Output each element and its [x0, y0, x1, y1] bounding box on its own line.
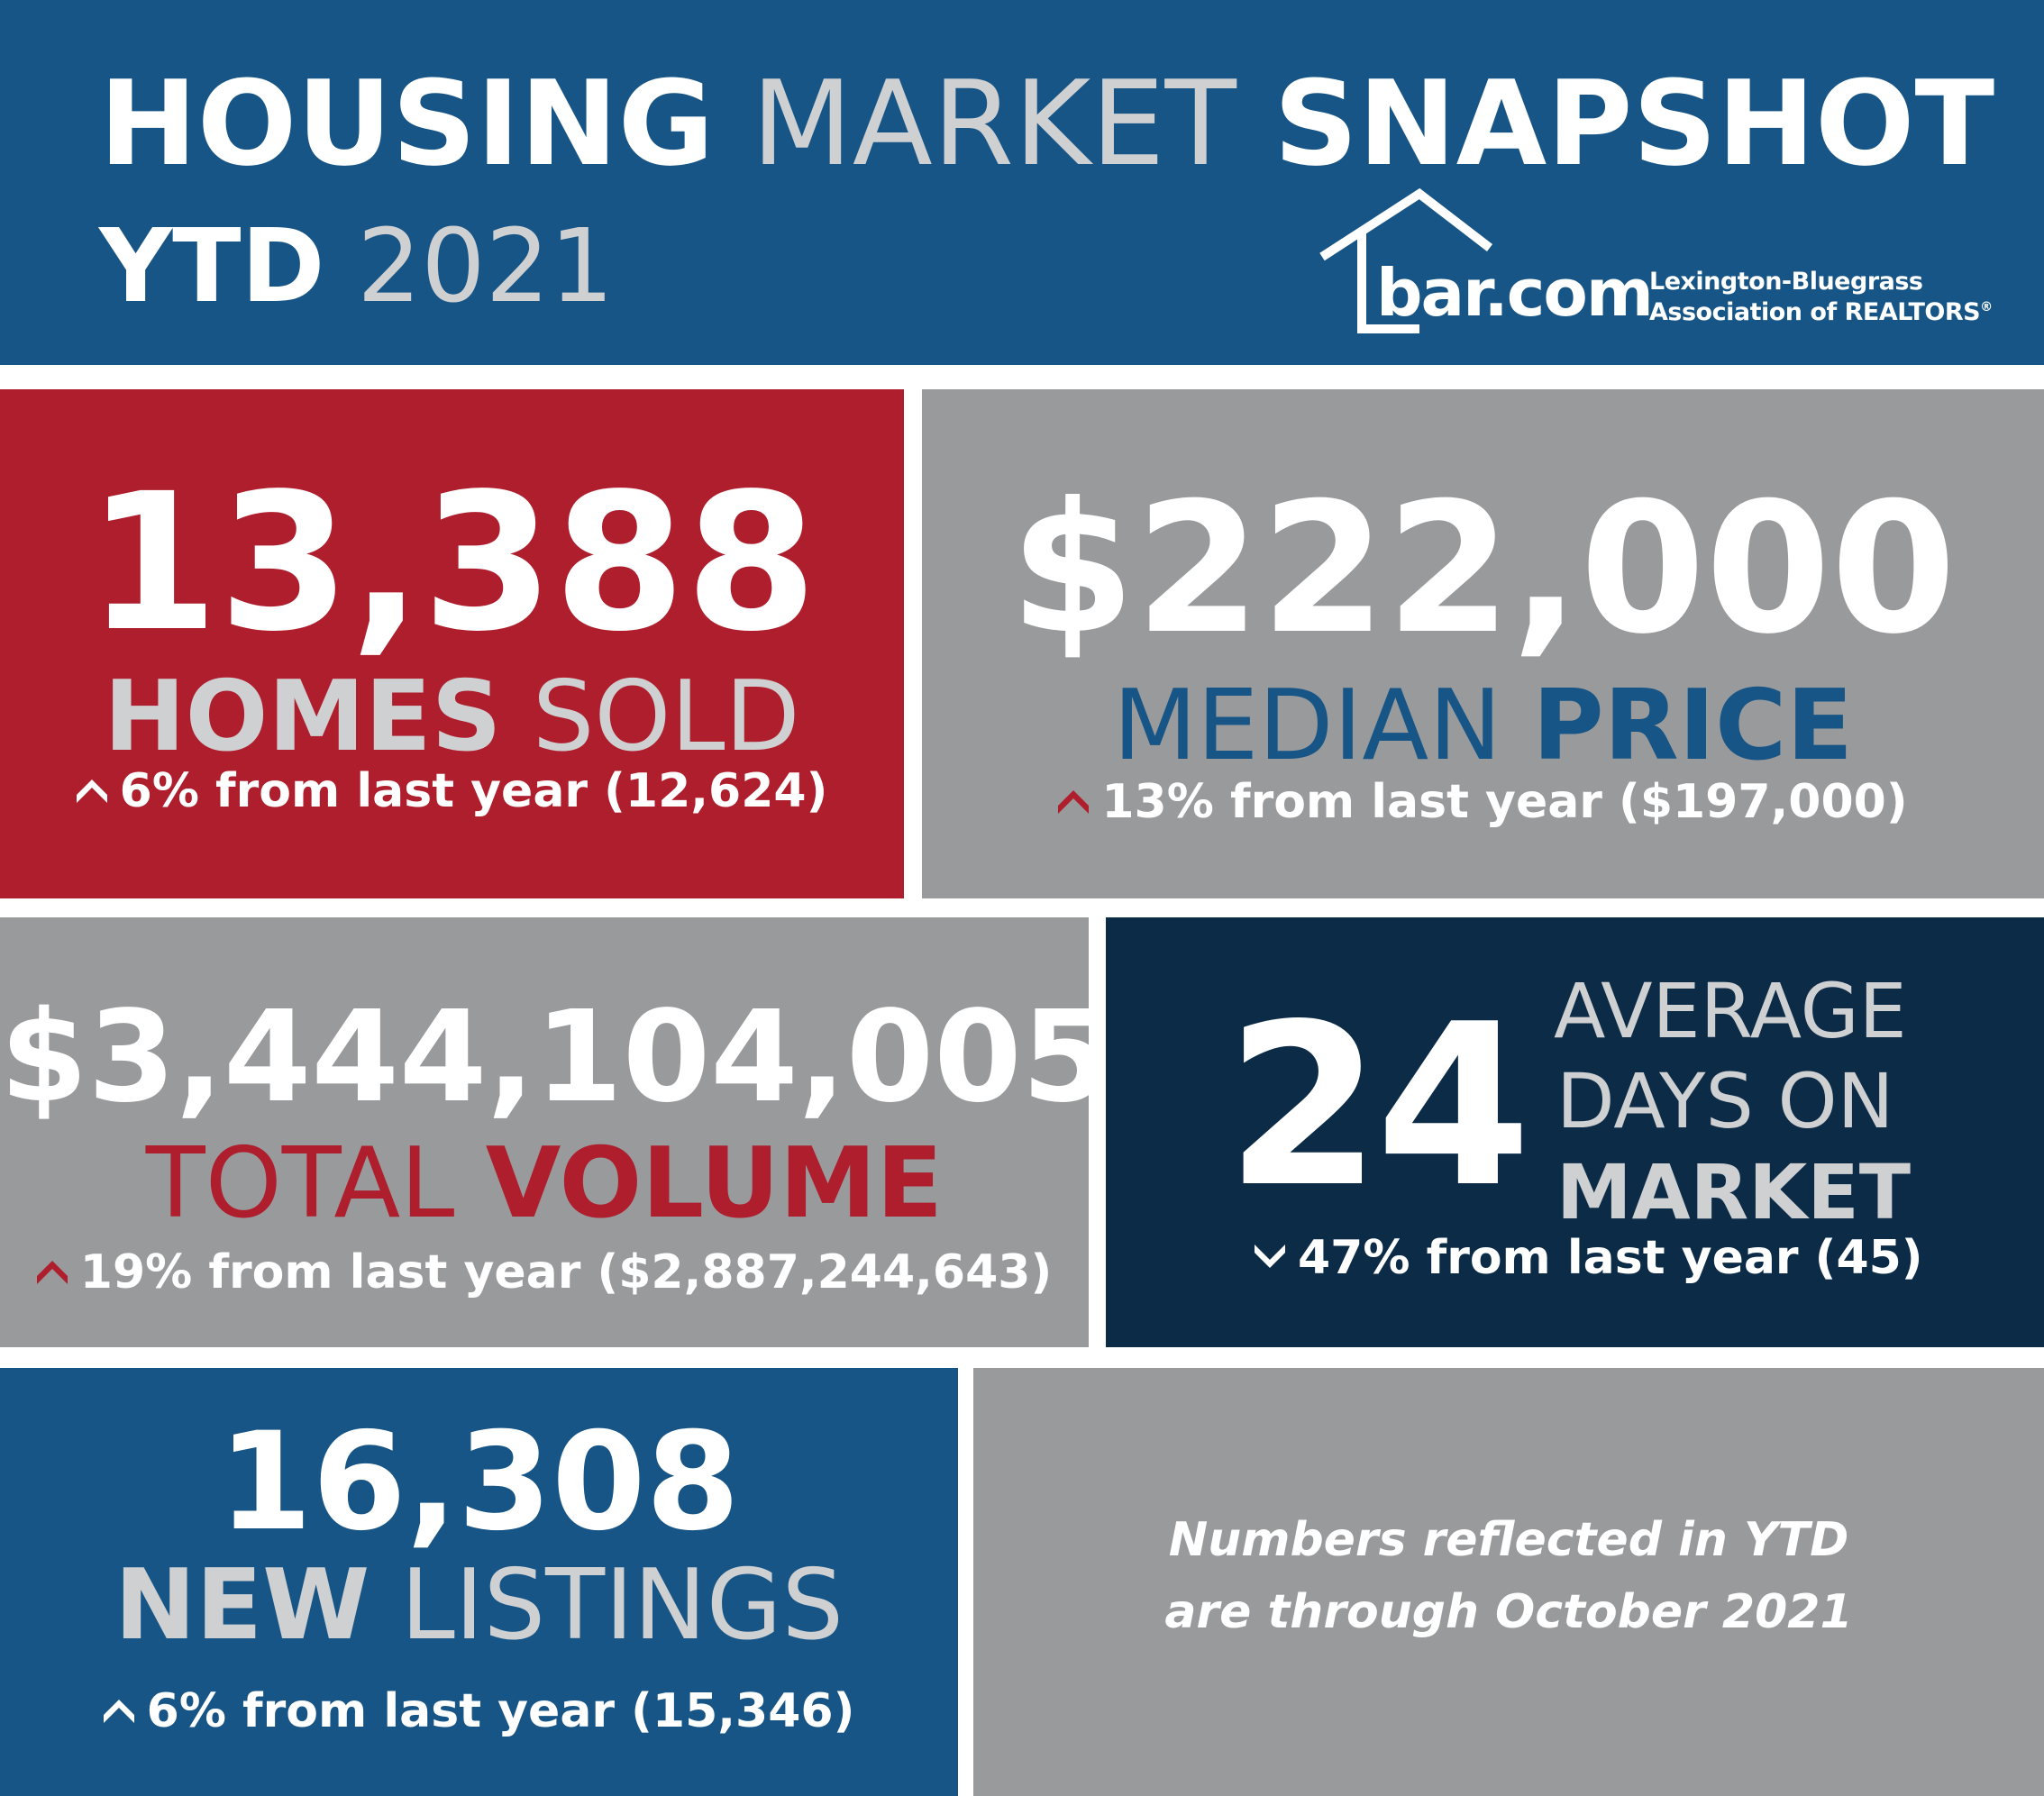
days-on-market-change-text: 47% from last year (45) — [1298, 1231, 1923, 1285]
days-on-market-panel: 24 AVERAGE DAYS ON MARKET 47% from last … — [1106, 917, 2044, 1347]
total-volume-value: $3,444,104,005 — [0, 984, 1110, 1131]
homes-sold-label: HOMES SOLD — [0, 669, 904, 766]
median-price-label: MEDIAN PRICE — [922, 678, 2044, 775]
logo-wordmark: bar.com — [1376, 255, 1654, 331]
up-chevron-icon — [103, 1700, 134, 1723]
logo-org-name: Association of REALTORS — [1649, 298, 1981, 326]
new-listings-label-bold: NEW — [114, 1549, 370, 1662]
days-on-market-label-line2: DAYS ON — [1556, 1057, 1894, 1145]
down-chevron-icon — [1255, 1244, 1285, 1268]
up-chevron-icon — [1058, 790, 1090, 814]
new-listings-label: NEW LISTINGS — [0, 1557, 958, 1655]
new-listings-value: 16,308 — [218, 1404, 740, 1561]
logo-org-line1: Lexington-Bluegrass — [1649, 268, 1923, 296]
lbar-logo: bar.com Lexington-Bluegrass Association … — [1311, 185, 1993, 342]
total-volume-panel: $3,444,104,005 TOTAL VOLUME 19% from las… — [0, 917, 1110, 1347]
footnote-line2: are through October 2021 — [1164, 1585, 1853, 1639]
logo-org-line2: Association of REALTORS® — [1649, 300, 1993, 324]
new-listings-panel: 16,308 NEW LISTINGS 6% from last year (1… — [0, 1368, 958, 1796]
homes-sold-label-bold: HOMES — [104, 661, 502, 773]
total-volume-label-bold: VOLUME — [485, 1127, 944, 1240]
up-chevron-icon — [76, 779, 107, 803]
days-on-market-label-line3: MARKET — [1556, 1148, 1912, 1236]
days-on-market-change: 47% from last year (45) — [1255, 1235, 1923, 1281]
new-listings-change-text: 6% from last year (15,346) — [146, 1684, 855, 1738]
homes-sold-change: 6% from last year (12,624) — [0, 768, 904, 815]
house-roof-icon — [1319, 187, 1493, 333]
page-title: HOUSING MARKET SNAPSHOT — [99, 65, 1994, 182]
median-price-value: $222,000 — [1009, 464, 1957, 674]
new-listings-label-light: LISTINGS — [400, 1549, 844, 1662]
registered-mark: ® — [1980, 300, 1993, 315]
homes-sold-label-light: SOLD — [532, 661, 800, 773]
title-word-market: MARKET — [751, 55, 1236, 192]
footnote-panel: Numbers reflected in YTD are through Oct… — [973, 1368, 2044, 1796]
homes-sold-panel: 13,388 HOMES SOLD 6% from last year (12,… — [0, 389, 904, 898]
days-on-market-label-line1: AVERAGE — [1554, 967, 1907, 1055]
header-banner: HOUSING MARKET SNAPSHOT YTD 2021 bar.com… — [0, 0, 2044, 365]
total-volume-label-light: TOTAL — [145, 1127, 455, 1240]
total-volume-label: TOTAL VOLUME — [0, 1135, 1089, 1233]
days-on-market-value: 24 — [1226, 977, 1531, 1236]
title-word-housing: HOUSING — [99, 55, 715, 192]
median-price-label-light: MEDIAN — [1113, 670, 1502, 782]
median-price-change: 13% from last year ($197,000) — [922, 779, 2044, 825]
median-price-change-text: 13% from last year ($197,000) — [1101, 775, 1908, 829]
total-volume-change-text: 19% from last year ($2,887,244,643) — [79, 1245, 1053, 1299]
up-chevron-icon — [36, 1261, 68, 1284]
title-word-snapshot: SNAPSHOT — [1273, 55, 1995, 192]
period-label: YTD 2021 — [99, 216, 614, 317]
homes-sold-value: 13,388 — [87, 452, 817, 673]
period-ytd: YTD — [99, 208, 325, 325]
median-price-panel: $222,000 MEDIAN PRICE 13% from last year… — [922, 389, 2044, 898]
median-price-label-bold: PRICE — [1532, 670, 1853, 782]
footnote-line1: Numbers reflected in YTD — [1168, 1513, 1849, 1567]
total-volume-change: 19% from last year ($2,887,244,643) — [0, 1249, 1089, 1296]
homes-sold-change-text: 6% from last year (12,624) — [119, 764, 828, 818]
new-listings-change: 6% from last year (15,346) — [0, 1688, 958, 1735]
period-year: 2021 — [357, 208, 615, 325]
